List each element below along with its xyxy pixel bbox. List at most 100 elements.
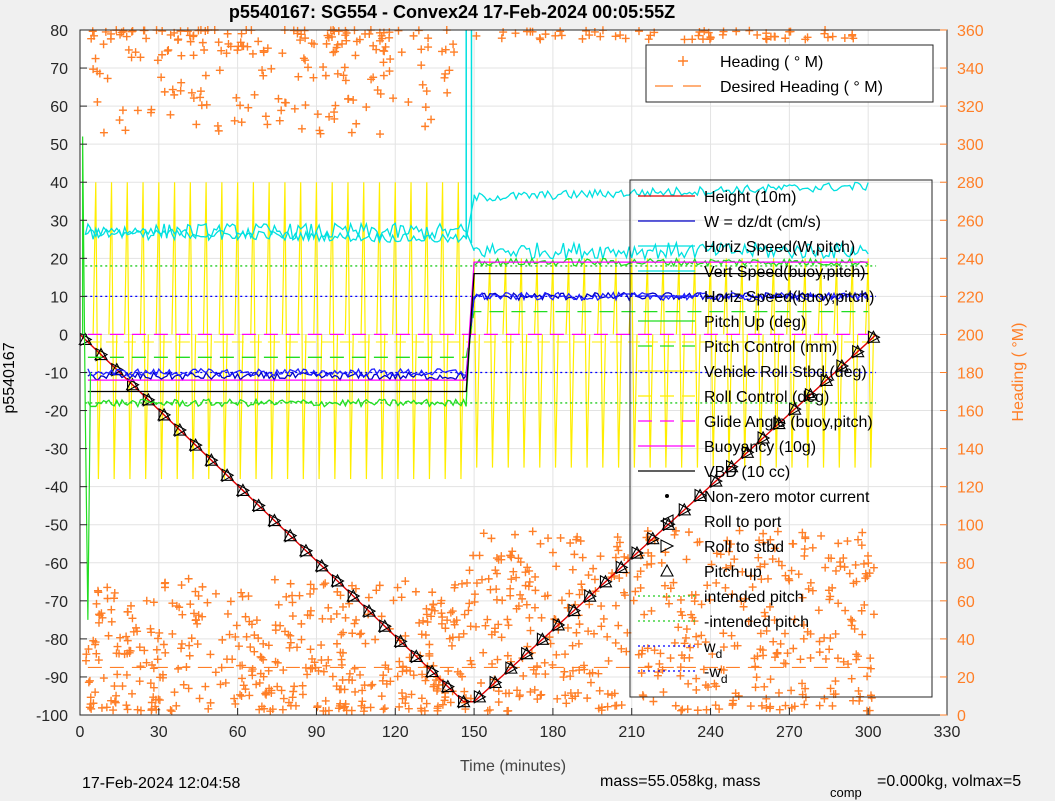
heading-point [575,590,584,599]
heading-point [294,72,303,81]
heading-point [89,65,98,74]
pitch-up-marker [724,459,739,473]
heading-point [401,631,410,640]
heading-point [444,667,453,676]
heading-point [347,128,356,137]
heading-point [161,648,170,657]
roll-spike [344,182,354,480]
heading-point [530,685,539,694]
heading-point [854,686,863,695]
heading-point [255,678,264,687]
heading-point [823,33,832,42]
heading-point [234,642,243,651]
x-tick-label: 270 [776,724,803,741]
roll-stbd-marker [694,488,708,503]
heading-point [317,641,326,650]
y2-tick-label: 140 [957,442,984,459]
heading-point [256,652,265,661]
heading-point [321,71,330,80]
heading-point [266,707,275,716]
heading-point [636,567,645,576]
heading-point [666,654,675,663]
heading-point [702,705,711,714]
roll-stbd-marker [631,546,645,560]
heading-point [189,51,198,60]
heading-point [250,90,259,99]
heading-point [103,74,112,83]
heading-point [123,705,132,714]
heading-point [597,602,606,611]
heading-point [613,542,622,551]
heading-point [466,656,475,665]
heading-point [596,552,605,561]
heading-point [611,638,620,647]
heading-point [194,26,203,35]
pitch-up-marker [393,634,408,647]
heading-point [99,674,108,683]
heading-point [421,122,430,131]
heading-point [259,48,268,57]
heading-point [427,115,436,124]
heading-point [367,681,376,690]
pitch-up-marker [440,679,455,693]
heading-point [566,689,575,698]
heading-point [237,692,246,701]
pitch-up-marker [503,660,518,674]
heading-point [128,689,136,698]
heading-point [699,665,708,674]
heading-point [296,36,305,45]
heading-point [697,600,706,609]
heading-point [831,677,840,686]
roll-trace [87,182,877,480]
roll-stbd-marker [300,543,314,558]
roll-stbd-marker [615,560,629,575]
heading-point [237,29,246,38]
roll-stbd-marker [174,423,187,437]
heading-point [174,664,183,673]
heading-point [646,31,655,40]
legend-label: Non-zero motor current [704,489,870,506]
heading-point [858,630,867,639]
heading-point [301,56,310,65]
heading-point [186,600,195,609]
heading-point [694,31,703,40]
pitch-up-marker [314,558,329,572]
roll-stbd-marker [489,675,503,690]
heading-point [487,534,496,543]
heading-point [321,696,330,705]
roll-stbd-marker [253,498,266,513]
heading-point [349,96,358,105]
heading-point [800,545,809,554]
heading-point [746,702,755,711]
heading-point [177,51,186,60]
heading-point [301,101,310,110]
heading-point [290,682,299,691]
heading-point [670,530,679,539]
heading-point [250,647,259,656]
heading-point [443,88,452,97]
heading-point [508,547,517,556]
roll-spike [108,182,118,480]
heading-point [552,562,561,571]
heading-point [647,606,656,615]
heading-point [535,34,544,43]
heading-point [158,50,167,59]
heading-point [306,589,315,598]
heading-point [676,671,685,680]
heading-point [801,534,810,543]
heading-point [310,658,319,667]
heading-point [153,56,162,65]
pitch-up-marker [267,513,282,527]
y2-tick-label: 40 [957,632,975,649]
heading-point [345,669,354,678]
heading-point [319,63,328,72]
heading-point [158,27,167,36]
heading-point [168,629,177,638]
heading-point [443,616,452,625]
heading-point [303,63,312,72]
heading-point [760,608,769,617]
heading-point [377,692,386,701]
heading-point [568,565,577,574]
heading-point [223,29,232,38]
heading-point [845,569,854,578]
